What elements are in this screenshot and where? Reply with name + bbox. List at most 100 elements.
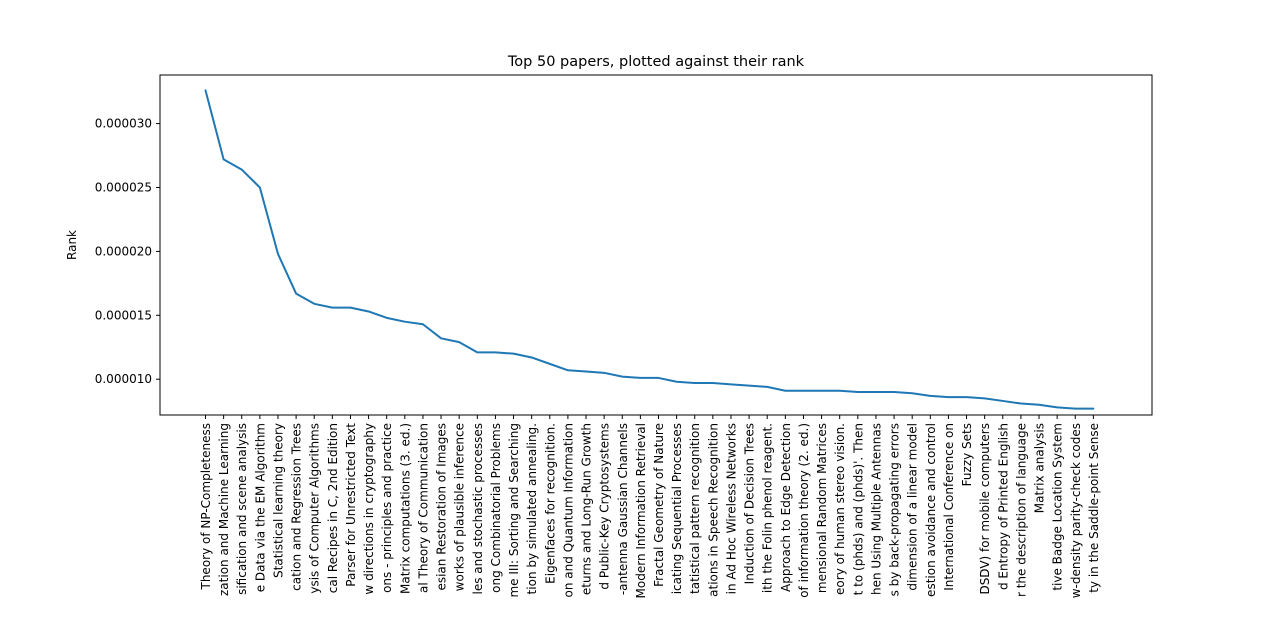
data-point xyxy=(784,390,786,392)
data-point xyxy=(440,337,442,339)
x-tick-label: estion avoidance and control xyxy=(924,423,938,597)
data-point xyxy=(676,381,678,383)
x-tick-label: hen Using Multiple Antennas xyxy=(869,423,883,595)
x-tick-label: ong Combinatorial Problems xyxy=(489,423,503,593)
x-tick-label: ith the Folin phenol reagent. xyxy=(761,423,775,593)
data-point xyxy=(875,391,877,393)
x-tick-label: eturns and Long-Run Growth xyxy=(580,423,594,595)
x-tick-label: International Conference on xyxy=(942,423,956,591)
data-point xyxy=(404,321,406,323)
data-point xyxy=(205,89,207,91)
data-point xyxy=(295,293,297,295)
data-point xyxy=(458,341,460,343)
data-point xyxy=(585,371,587,373)
data-point xyxy=(368,310,370,312)
x-tick-label: tive Badge Location System xyxy=(1051,423,1065,591)
x-tick-label: w-density parity-check codes xyxy=(1069,423,1083,598)
x-tick-label: mensional Random Matrices xyxy=(815,423,829,593)
x-tick-label: e Data via the EM Algorithm xyxy=(253,423,267,592)
x-tick-label: Eigenfaces for recognition. xyxy=(543,423,557,584)
data-point xyxy=(730,383,732,385)
data-point xyxy=(694,382,696,384)
x-axis-ticks: Theory of NP-Completeness zation and Mach… xyxy=(199,415,1101,598)
data-point xyxy=(748,385,750,387)
data-point xyxy=(313,303,315,305)
data-point xyxy=(911,392,913,394)
data-point xyxy=(966,396,968,398)
data-point xyxy=(476,351,478,353)
data-point xyxy=(331,307,333,309)
y-tick-label: 0.000020 xyxy=(95,244,152,258)
x-tick-label: sification and scene analysis xyxy=(235,423,249,595)
data-point xyxy=(494,351,496,353)
x-tick-label: Modern Information Retrieval xyxy=(634,423,648,598)
x-tick-label: ations in Speech Recognition xyxy=(706,423,720,597)
x-tick-label: les and stochastic processes xyxy=(471,423,485,594)
y-tick-label: 0.000025 xyxy=(95,180,152,194)
data-point xyxy=(802,390,804,392)
x-tick-label: Matrix computations (3. ed.) xyxy=(398,423,412,594)
x-tick-label: Induction of Decision Trees xyxy=(743,423,757,584)
x-tick-label: t to (phds) and (phds)'. Then xyxy=(851,423,865,595)
x-tick-label: ty in the Saddle-point Sense xyxy=(1087,423,1101,593)
data-point xyxy=(259,186,261,188)
data-point xyxy=(839,390,841,392)
x-tick-label: of information theory (2. ed.) xyxy=(797,423,811,598)
data-point xyxy=(712,382,714,384)
data-point xyxy=(984,397,986,399)
data-point xyxy=(1038,404,1040,406)
x-tick-label: al Theory of Communication xyxy=(416,423,430,593)
data-point xyxy=(241,169,243,171)
x-tick-label: tion by simulated annealing. xyxy=(525,423,539,594)
x-tick-label: w directions in cryptography xyxy=(362,423,376,595)
data-point xyxy=(1002,400,1004,402)
data-point xyxy=(893,391,895,393)
x-tick-label: s by back-propagating errors xyxy=(888,423,902,596)
x-tick-label: tatistical pattern recognition xyxy=(688,423,702,594)
data-point xyxy=(549,363,551,365)
x-tick-label: Statistical learning theory xyxy=(271,423,285,578)
x-tick-label: Parser for Unrestricted Text xyxy=(344,423,358,587)
data-point xyxy=(658,377,660,379)
data-point xyxy=(603,372,605,374)
plot-area-frame xyxy=(159,74,1153,416)
data-point xyxy=(821,390,823,392)
x-tick-label: works of plausible inference xyxy=(453,423,467,591)
x-tick-label: me III: Sorting and Searching xyxy=(507,423,521,598)
x-tick-label: esian Restoration of Images xyxy=(435,423,449,591)
chart-title: Top 50 papers, plotted against their ran… xyxy=(507,54,805,70)
x-tick-label: icating Sequential Processes xyxy=(670,423,684,594)
data-point xyxy=(277,253,279,255)
x-tick-label: d Entropy of Printed English xyxy=(996,423,1010,590)
data-point xyxy=(1074,408,1076,410)
data-point xyxy=(422,323,424,325)
y-axis-ticks: 0.000010 0.000015 0.000020 0.000025 0.000030 xyxy=(95,117,160,386)
x-tick-label: zation and Machine Learning xyxy=(217,423,231,596)
y-tick-label: 0.000015 xyxy=(95,308,152,322)
data-point xyxy=(386,317,388,319)
x-tick-label: cation and Regression Trees xyxy=(290,423,304,591)
x-tick-label: Fuzzy Sets xyxy=(960,423,974,486)
data-point xyxy=(223,158,225,160)
series-line xyxy=(204,89,1095,410)
x-tick-label: Theory of NP-Completeness xyxy=(199,423,213,591)
data-point xyxy=(947,396,949,398)
data-point xyxy=(349,307,351,309)
data-point xyxy=(1020,402,1022,404)
data-point xyxy=(567,369,569,371)
x-tick-label: ysis of Computer Algorithms xyxy=(308,423,322,594)
data-point xyxy=(766,386,768,388)
y-tick-label: 0.000030 xyxy=(95,117,152,131)
x-tick-label: d Public-Key Cryptosystems xyxy=(598,423,612,590)
x-tick-label: Approach to Edge Detection xyxy=(779,423,793,592)
x-tick-label: r the description of language xyxy=(1014,423,1028,597)
data-point xyxy=(857,391,859,393)
x-tick-label: cal Recipes in C, 2nd Edition xyxy=(326,423,340,593)
x-tick-label: Fractal Geometry of Nature xyxy=(652,423,666,587)
x-tick-label: eory of human stereo vision. xyxy=(833,423,847,595)
data-point xyxy=(639,377,641,379)
x-tick-label: in Ad Hoc Wireless Networks xyxy=(724,423,738,594)
x-tick-label: Matrix analysis xyxy=(1033,423,1047,513)
